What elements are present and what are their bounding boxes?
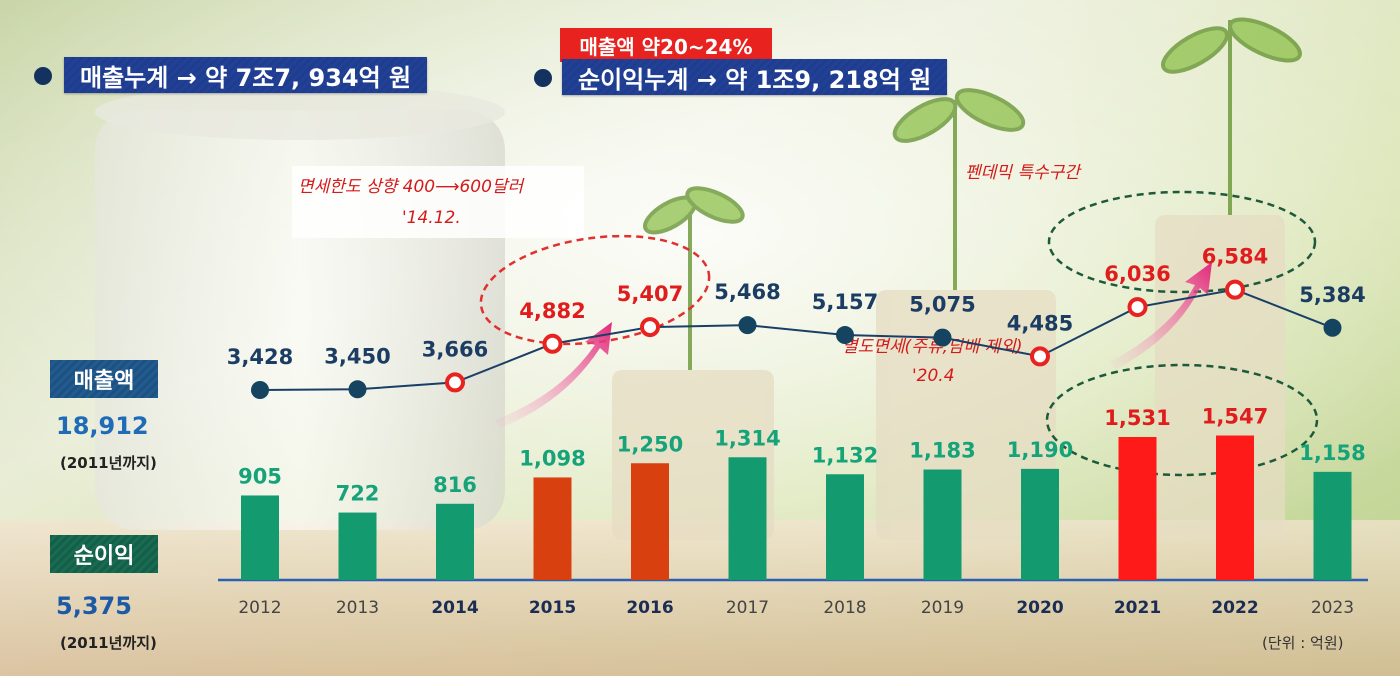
sales-point-2017 <box>738 316 757 335</box>
profit-bar-2013 <box>338 512 377 580</box>
sales-point-2016 <box>640 317 660 338</box>
sales-value-label: 3,428 <box>227 345 293 369</box>
sales-value-label: 4,882 <box>519 299 585 323</box>
profit-bar-2021 <box>1118 437 1157 580</box>
sales-point-2019 <box>933 328 952 347</box>
sales-value-label: 3,450 <box>324 344 390 368</box>
sales-label: 매출액 <box>50 360 158 398</box>
profit-bar-2023 <box>1313 471 1352 580</box>
profit-bar-2014 <box>436 503 474 580</box>
sales-value-label: 5,384 <box>1299 283 1365 307</box>
sales-value-label: 4,485 <box>1007 311 1073 335</box>
sales-value-label: 5,407 <box>617 282 683 306</box>
profit-bar-2017 <box>728 457 767 580</box>
profit-bar-2022 <box>1216 435 1254 580</box>
sales-point-2020 <box>1030 346 1050 367</box>
sales-value-label: 6,584 <box>1202 245 1268 269</box>
sales-point-2013 <box>348 380 367 399</box>
x-tick-2023: 2023 <box>1311 598 1354 618</box>
profit-bar-2015 <box>533 477 572 580</box>
profit-prior-note: (2011년까지) <box>60 634 157 652</box>
profit-label: 순이익 <box>50 535 158 573</box>
profit-value-label: 1,547 <box>1202 405 1268 429</box>
sales-point-2022 <box>1225 279 1245 300</box>
profit-bar-2019 <box>923 469 962 580</box>
profit-bar-2020 <box>1021 468 1059 580</box>
profit-value-label: 1,158 <box>1299 441 1365 465</box>
profit-prior-total: 5,375 <box>56 592 132 620</box>
sales-value-label: 3,666 <box>422 337 488 361</box>
x-tick-2016: 2016 <box>626 598 673 618</box>
bullet-dot <box>34 67 52 85</box>
growth-arrow-2021 <box>1110 262 1212 370</box>
profit-value-label: 816 <box>433 473 477 497</box>
sales-point-2021 <box>1127 297 1148 318</box>
x-tick-2021: 2021 <box>1114 598 1161 618</box>
growth-arrows <box>495 262 1212 428</box>
sales-prior-total: 18,912 <box>56 412 149 440</box>
headline-sales-total: 매출누계 → 약 7조7, 934억 원 <box>64 57 428 93</box>
profit-value-label: 1,314 <box>714 426 780 450</box>
x-tick-2013: 2013 <box>336 598 379 618</box>
bullet-dot <box>534 69 552 87</box>
note-separate-duty-date: '20.4 <box>912 366 955 386</box>
x-tick-2017: 2017 <box>726 598 769 618</box>
x-tick-2012: 2012 <box>238 598 281 618</box>
x-tick-2018: 2018 <box>823 598 866 618</box>
profit-value-label: 1,098 <box>519 446 585 470</box>
x-tick-2014: 2014 <box>431 598 478 618</box>
growth-arrow-2015 <box>495 322 612 428</box>
sales-value-label: 5,468 <box>714 280 780 304</box>
profit-value-label: 1,183 <box>909 439 975 463</box>
sales-value-label: 5,075 <box>909 293 975 317</box>
note-box <box>292 166 584 238</box>
highlight-ellipse-2021-2022 <box>1047 190 1317 294</box>
profit-value-label: 1,531 <box>1104 406 1170 430</box>
sales-value-label: 6,036 <box>1104 262 1170 286</box>
sales-prior-note: (2011년까지) <box>60 454 157 472</box>
sales-point-2012 <box>251 381 269 399</box>
profit-value-label: 905 <box>238 464 282 488</box>
note-limit-up-date: '14.12. <box>402 208 461 228</box>
sales-line <box>259 288 1333 391</box>
x-tick-2015: 2015 <box>529 598 576 618</box>
sales-value-label: 5,157 <box>812 290 878 314</box>
x-tick-2019: 2019 <box>921 598 964 618</box>
sales-point-2014 <box>445 372 465 393</box>
profit-bar-2018 <box>826 474 864 580</box>
profit-value-label: 1,132 <box>812 443 878 467</box>
x-tick-2022: 2022 <box>1211 598 1258 618</box>
profit-bar-2016 <box>631 463 669 580</box>
highlight-ellipse-bars <box>1045 363 1319 477</box>
profit-value-label: 722 <box>336 482 380 506</box>
sales-point-2018 <box>836 326 854 345</box>
unit-label: (단위 : 억원) <box>1262 634 1344 652</box>
x-tick-2020: 2020 <box>1016 598 1063 618</box>
note-limit-up: 면세한도 상향 400⟶600달러 <box>298 177 524 197</box>
sales-increase-tag: 매출액 약20~24% <box>560 28 772 62</box>
profit-value-label: 1,250 <box>617 432 683 456</box>
sales-point-2023 <box>1323 318 1342 337</box>
note-pandemic: 펜데믹 특수구간 <box>965 163 1080 183</box>
sales-point-2015 <box>542 333 563 354</box>
note-separate-duty: 별도면세(주류,담배 제외) <box>842 337 1023 357</box>
headline-profit-total: 순이익누계 → 약 1조9, 218억 원 <box>562 59 948 95</box>
profit-bar-2012 <box>241 495 279 580</box>
profit-value-label: 1,190 <box>1007 438 1073 462</box>
